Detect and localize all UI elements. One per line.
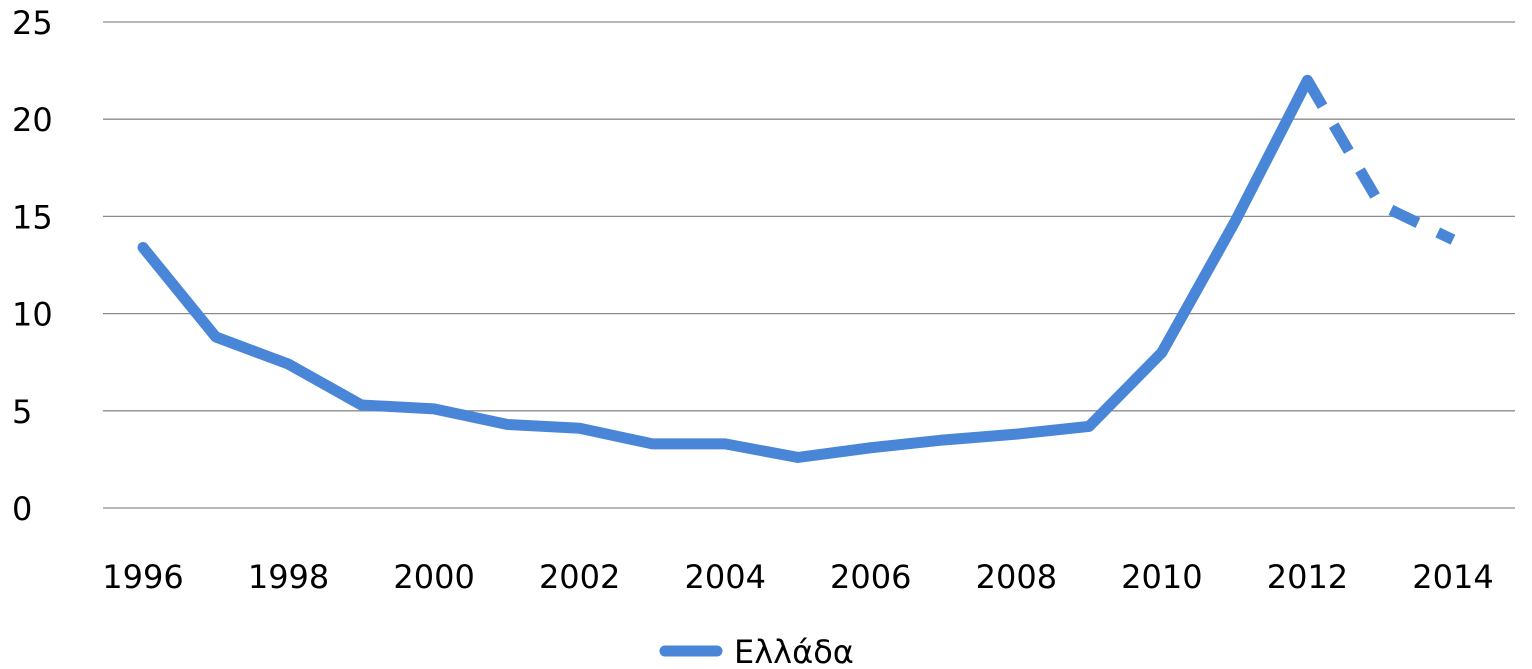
y-tick-label: 25 xyxy=(12,4,53,42)
x-tick-label: 2012 xyxy=(1267,558,1348,596)
x-tick-label: 2000 xyxy=(393,558,474,596)
x-tick-label: 2014 xyxy=(1412,558,1493,596)
x-tick-label: 2002 xyxy=(539,558,620,596)
y-tick-label: 15 xyxy=(12,198,53,236)
x-axis-ticks: 1996 1998 2000 2002 2004 2006 2008 2010 2012 2014 xyxy=(102,558,1493,596)
legend: Ελλάδα xyxy=(659,633,854,669)
x-tick-label: 2010 xyxy=(1121,558,1202,596)
y-axis-ticks: 0 5 10 15 20 25 xyxy=(12,4,53,528)
gridlines xyxy=(103,21,1515,509)
legend-label: Ελλάδα xyxy=(734,633,854,669)
x-tick-label: 1996 xyxy=(102,558,183,596)
x-tick-label: 2008 xyxy=(976,558,1057,596)
series-lines xyxy=(137,74,1456,463)
y-tick-label: 5 xyxy=(12,393,32,431)
y-tick-label: 10 xyxy=(12,296,53,334)
y-tick-label: 0 xyxy=(12,490,32,528)
x-tick-label: 2006 xyxy=(830,558,911,596)
x-tick-label: 1998 xyxy=(248,558,329,596)
series-line xyxy=(137,74,1313,463)
x-tick-label: 2004 xyxy=(685,558,766,596)
y-tick-label: 20 xyxy=(12,101,53,139)
